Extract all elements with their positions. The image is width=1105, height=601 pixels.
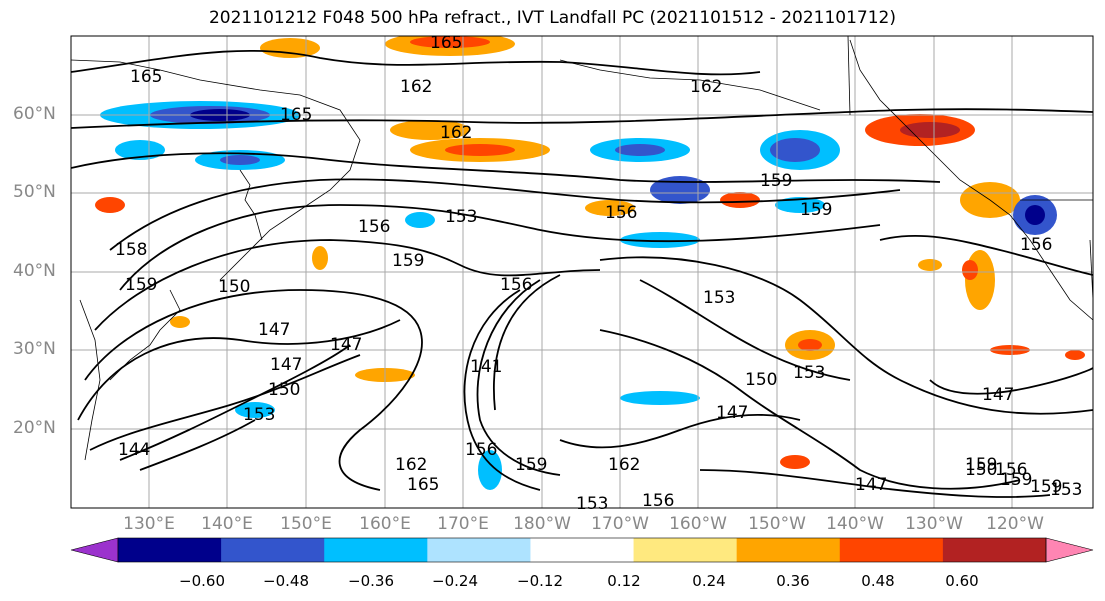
contour-label: 153 bbox=[576, 494, 608, 514]
colorbar-tick-label: 0.12 bbox=[607, 572, 641, 590]
lon-label: 170°E bbox=[437, 514, 489, 534]
contour-label: 162 bbox=[690, 77, 722, 97]
colorbar-cell bbox=[942, 538, 1047, 562]
colorbar-frame bbox=[117, 537, 1047, 563]
lon-label: 160°E bbox=[359, 514, 411, 534]
colorbar-cell bbox=[530, 538, 635, 562]
contour-label: 153 bbox=[445, 207, 477, 227]
colorbar-tick-label: −0.48 bbox=[263, 572, 309, 590]
colorbar-cell bbox=[633, 538, 738, 562]
contour-label: 150 bbox=[268, 380, 300, 400]
contour-label: 147 bbox=[716, 403, 748, 423]
colorbar bbox=[70, 537, 1094, 563]
colorbar-tick-label: −0.24 bbox=[432, 572, 478, 590]
contour-label: 153 bbox=[703, 288, 735, 308]
contour-label: 150 bbox=[218, 277, 250, 297]
lon-label: 160°W bbox=[669, 514, 727, 534]
colorbar-cell bbox=[839, 538, 944, 562]
map-title: 2021101212 F048 500 hPa refract., IVT La… bbox=[208, 8, 896, 28]
colorbar-tick-label: 0.48 bbox=[861, 572, 895, 590]
lat-label: 60°N bbox=[13, 104, 56, 124]
contour-lines bbox=[71, 49, 1093, 498]
contour-label: 147 bbox=[330, 335, 362, 355]
lat-label: 30°N bbox=[13, 339, 56, 359]
contour-label: 156 bbox=[500, 275, 532, 295]
contour-label: 156 bbox=[358, 217, 390, 237]
lon-label: 130°E bbox=[123, 514, 175, 534]
contour-label: 159 bbox=[1000, 470, 1032, 490]
lon-label: 130°W bbox=[905, 514, 963, 534]
colorbar-tick-label: 0.36 bbox=[776, 572, 810, 590]
contour-label: 153 bbox=[243, 405, 275, 425]
contour-label: 162 bbox=[440, 123, 472, 143]
contour-label: 156 bbox=[465, 440, 497, 460]
contour-label: 165 bbox=[430, 33, 462, 53]
contour-label: 156 bbox=[605, 203, 637, 223]
lon-label: 140°W bbox=[826, 514, 884, 534]
colorbar-tick-label: −0.12 bbox=[517, 572, 563, 590]
colorbar-extend-high bbox=[1045, 537, 1094, 563]
lon-label: 170°W bbox=[591, 514, 649, 534]
contour-label: 153 bbox=[793, 363, 825, 383]
lon-label: 140°E bbox=[201, 514, 253, 534]
colorbar-tick-label: −0.36 bbox=[348, 572, 394, 590]
contour-label: 159 bbox=[760, 171, 792, 191]
colorbar-tick-label: 0.60 bbox=[945, 572, 979, 590]
colorbar-cell bbox=[221, 538, 325, 562]
contour-label: 162 bbox=[400, 77, 432, 97]
contour-label: 153 bbox=[1050, 480, 1082, 500]
contour-label: 159 bbox=[965, 455, 997, 475]
contour-label: 159 bbox=[1030, 477, 1062, 497]
contour-label: 156 bbox=[642, 491, 674, 511]
map-frame bbox=[70, 35, 1094, 509]
coastlines bbox=[71, 36, 1093, 461]
colorbar-cell bbox=[118, 538, 222, 562]
contour-label: 159 bbox=[515, 455, 547, 475]
contour-label: 147 bbox=[258, 320, 290, 340]
graticule bbox=[71, 36, 1093, 508]
contour-label: 162 bbox=[608, 455, 640, 475]
colorbar-tick-label: 0.24 bbox=[692, 572, 726, 590]
contour-label: 150 bbox=[965, 460, 997, 480]
contour-label: 159 bbox=[125, 275, 157, 295]
contour-label: 156 bbox=[1020, 235, 1052, 255]
contour-label: 147 bbox=[855, 475, 887, 495]
contour-label: 158 bbox=[115, 240, 147, 260]
contour-label: 147 bbox=[270, 355, 302, 375]
colorbar-cell bbox=[324, 538, 428, 562]
lon-label: 150°E bbox=[280, 514, 332, 534]
lat-label: 20°N bbox=[13, 418, 56, 438]
colorbar-cells bbox=[118, 538, 1047, 562]
lon-label: 150°W bbox=[748, 514, 806, 534]
contour-label: 162 bbox=[395, 455, 427, 475]
contour-label: 159 bbox=[800, 200, 832, 220]
contour-label: 165 bbox=[407, 475, 439, 495]
lon-label: 180°W bbox=[513, 514, 571, 534]
contour-label-layer: 165 165 162 165 162 162 159 159 156 153 … bbox=[115, 33, 1082, 514]
contour-label: 144 bbox=[118, 440, 150, 460]
contour-label: 165 bbox=[280, 105, 312, 125]
contour-label: 150 bbox=[745, 370, 777, 390]
contour-label: 159 bbox=[392, 251, 424, 271]
contour-label: 141 bbox=[470, 357, 502, 377]
colorbar-cell bbox=[427, 538, 531, 562]
lat-label: 40°N bbox=[13, 261, 56, 281]
contour-label: 147 bbox=[982, 385, 1014, 405]
colorbar-extend-low bbox=[70, 537, 119, 563]
lon-label: 120°W bbox=[986, 514, 1044, 534]
colorbar-tick-label: −0.60 bbox=[179, 572, 225, 590]
contour-label: 165 bbox=[130, 67, 162, 87]
lat-label: 50°N bbox=[13, 182, 56, 202]
contour-label: 156 bbox=[995, 460, 1027, 480]
colorbar-cell bbox=[736, 538, 841, 562]
